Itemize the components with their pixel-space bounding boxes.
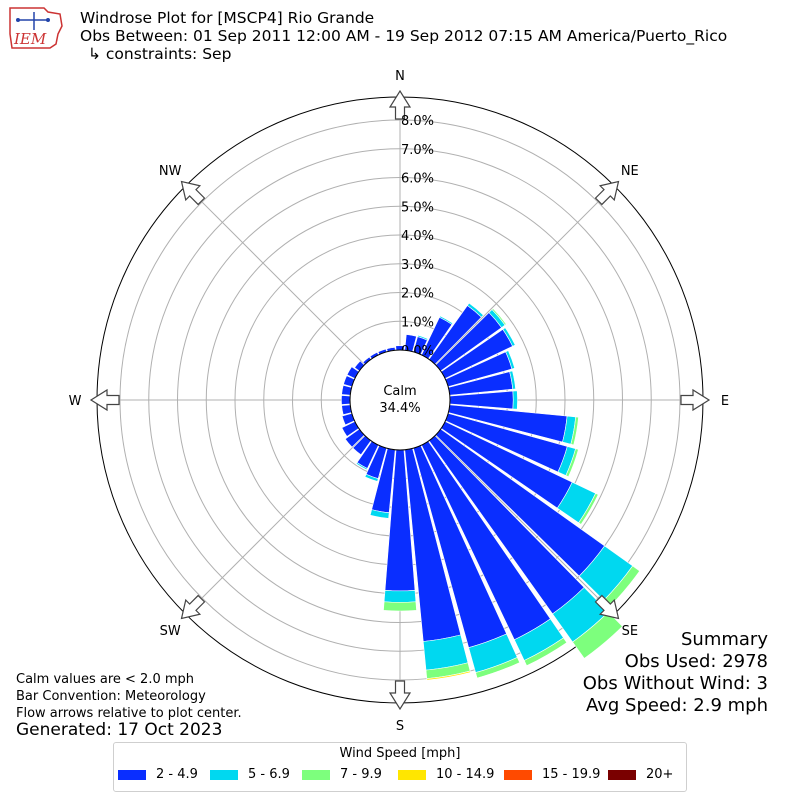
constraints-label: ↳ constraints: Sep <box>88 45 232 63</box>
flow-arrow-icon <box>180 180 206 206</box>
legend-label: 20+ <box>646 767 674 782</box>
legend-label: 5 - 6.9 <box>248 767 290 782</box>
legend-title: Wind Speed [mph] <box>339 746 461 761</box>
wind-bar <box>502 327 516 347</box>
wind-bar <box>491 308 507 326</box>
compass-label: NW <box>159 164 182 179</box>
wind-bar <box>476 662 521 680</box>
wind-bar <box>383 589 417 603</box>
flow-arrow-shape <box>594 180 620 206</box>
compass-label: S <box>396 719 404 734</box>
chart-title: Windrose Plot for [MSCP4] Rio Grande <box>80 9 375 27</box>
legend-label: 15 - 19.9 <box>542 767 601 782</box>
flow-arrow-icon <box>680 388 711 412</box>
legend-label: 10 - 14.9 <box>436 767 495 782</box>
radial-tick-labels: 0.0%1.0%2.0%3.0%4.0%5.0%6.0%7.0%8.0% <box>401 114 434 359</box>
summary-obs-without-wind: Obs Without Wind: 3 <box>582 673 768 694</box>
flow-arrow-shape <box>180 180 206 206</box>
compass-labels: N NE E SE S SW W NW <box>69 69 730 734</box>
wind-bar <box>417 334 429 341</box>
radial-tick-label: 6.0% <box>401 172 434 187</box>
summary-avg-speed: Avg Speed: 2.9 mph <box>586 695 768 716</box>
calm-label: Calm <box>383 384 416 399</box>
radial-tick-label: 3.0% <box>401 258 434 273</box>
logo-text: IEM <box>13 30 47 48</box>
calm-circle <box>349 349 451 451</box>
summary-obs-used: Obs Used: 2978 <box>624 651 768 672</box>
flow-arrow-icon <box>89 388 120 412</box>
legend-swatch <box>504 770 532 780</box>
compass-label: E <box>721 394 729 409</box>
compass-label: NE <box>621 164 639 179</box>
compass-label: W <box>69 394 82 409</box>
radial-tick-label: 4.0% <box>401 229 434 244</box>
grid-spoke <box>435 185 615 365</box>
flow-arrow-shape <box>388 680 412 711</box>
radial-tick-label: 2.0% <box>401 287 434 302</box>
legend-swatch <box>398 770 426 780</box>
flow-arrows <box>89 89 711 711</box>
legend-swatch <box>118 770 146 780</box>
bar-convention-note: Bar Convention: Meteorology <box>16 689 206 704</box>
flow-arrow-icon <box>594 594 620 620</box>
flow-arrow-icon <box>388 89 412 120</box>
wind-bar <box>512 390 518 410</box>
flow-arrows-note: Flow arrows relative to plot center. <box>16 706 242 721</box>
radial-tick-label: 7.0% <box>401 143 434 158</box>
flow-arrow-icon <box>388 680 412 711</box>
wind-bar <box>364 473 379 482</box>
compass-label: SE <box>622 624 638 639</box>
radial-tick-label: 1.0% <box>401 315 434 330</box>
flow-arrow-shape <box>594 594 620 620</box>
compass-label: N <box>395 69 405 84</box>
wind-bar <box>570 416 579 446</box>
compass-label: SW <box>160 624 181 639</box>
wind-bar <box>572 611 623 659</box>
wind-bar <box>439 315 454 325</box>
wind-bar <box>467 302 484 318</box>
grid-spoke <box>185 185 365 365</box>
wind-bar <box>509 370 516 390</box>
wind-bar <box>426 670 471 681</box>
flow-arrow-shape <box>680 388 711 412</box>
radial-tick-label: 5.0% <box>401 200 434 215</box>
legend: Wind Speed [mph] 2 - 4.9 5 - 6.9 7 - 9.9… <box>113 742 687 792</box>
legend-label: 2 - 4.9 <box>156 767 198 782</box>
wind-bar <box>355 462 368 471</box>
wind-bar <box>369 509 390 519</box>
calm-values-note: Calm values are < 2.0 mph <box>16 672 195 687</box>
legend-label: 7 - 9.9 <box>340 767 382 782</box>
legend-swatch <box>608 770 636 780</box>
radial-tick-label: 8.0% <box>401 114 434 129</box>
flow-arrow-shape <box>180 594 206 620</box>
flow-arrow-icon <box>180 594 206 620</box>
wind-bar <box>578 492 599 525</box>
grid-spoke <box>185 435 365 615</box>
wind-bar <box>341 395 351 405</box>
wind-bar <box>383 601 417 612</box>
generated-date: Generated: 17 Oct 2023 <box>16 720 223 740</box>
flow-arrow-shape <box>388 89 412 120</box>
summary-heading: Summary <box>681 629 768 650</box>
observation-range: Obs Between: 01 Sep 2011 12:00 AM - 19 S… <box>80 27 728 45</box>
wind-bar <box>523 637 568 667</box>
legend-swatch <box>302 770 330 780</box>
wind-bar <box>565 448 579 478</box>
legend-swatch <box>210 770 238 780</box>
wind-bar <box>505 350 516 370</box>
flow-arrow-icon <box>594 180 620 206</box>
iem-logo: IEM <box>9 7 63 49</box>
flow-arrow-shape <box>89 388 120 412</box>
grid-spoke <box>435 435 615 615</box>
calm-value: 34.4% <box>379 401 420 416</box>
wind-bars <box>341 302 641 681</box>
